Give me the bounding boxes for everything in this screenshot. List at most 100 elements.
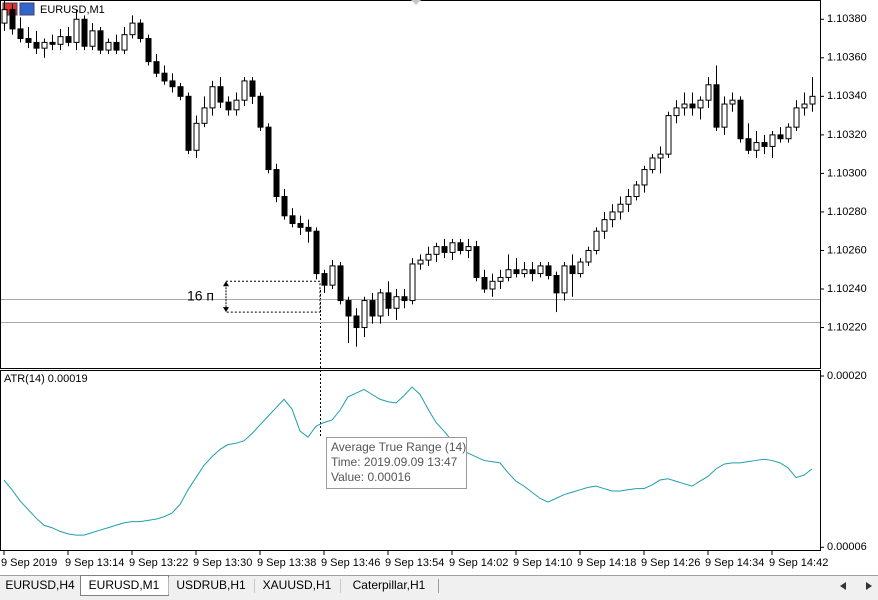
- candle-body: [809, 95, 816, 105]
- y-tick-label: 1.10300: [827, 167, 867, 179]
- indicator-line: [3, 386, 813, 536]
- candle-body: [425, 253, 432, 261]
- candle-body: [761, 142, 768, 147]
- y-tick-label: 1.10240: [827, 283, 867, 295]
- x-tick-label: 9 Sep 13:30: [193, 557, 252, 569]
- symbol-icon: [19, 2, 35, 16]
- candle-body: [297, 222, 304, 228]
- tab-label[interactable]: XAUUSD,H1: [263, 578, 332, 592]
- candle-body: [161, 72, 168, 82]
- x-tick-label: 9 Sep 14:26: [641, 557, 700, 569]
- candle-body: [449, 242, 456, 253]
- x-tick-label: 9 Sep 13:38: [257, 557, 316, 569]
- candle-body: [497, 276, 504, 282]
- candle-body: [401, 296, 408, 302]
- measure-arrowhead: [223, 307, 229, 313]
- candle-body: [273, 169, 280, 198]
- candle-body: [49, 41, 56, 45]
- candle-body: [257, 95, 264, 128]
- candle-body: [353, 315, 360, 329]
- measure-arrowhead: [223, 281, 229, 287]
- candle-body: [529, 269, 536, 275]
- scroll-right[interactable]: [866, 582, 872, 590]
- tooltip: Average True Range (14)Time: 2019.09.09 …: [326, 437, 467, 489]
- candle-body: [105, 41, 112, 51]
- candle-body: [177, 86, 184, 97]
- candle-body: [281, 196, 288, 217]
- candle-body: [785, 126, 792, 140]
- candle-body: [521, 269, 528, 275]
- candle-body: [481, 276, 488, 290]
- y-tick-label: 1.10220: [827, 321, 867, 333]
- x-tick-label: 9 Sep 13:54: [385, 557, 444, 569]
- tooltip-line: Value: 0.00016: [331, 470, 411, 484]
- shift-marker[interactable]: [411, 0, 421, 5]
- candle-body: [393, 296, 400, 309]
- tooltip-line: Time: 2019.09.09 13:47: [331, 455, 458, 469]
- x-tick-label: 9 Sep 14:34: [705, 557, 764, 569]
- candle-body: [321, 273, 328, 286]
- candle-body: [585, 249, 592, 263]
- candle-body: [601, 219, 608, 232]
- tab[interactable]: USDRUB,H1: [168, 577, 255, 595]
- candle-body: [1, 9, 8, 24]
- candle-body: [641, 169, 648, 186]
- candle-body: [233, 99, 240, 111]
- tab[interactable]: Caterpillar,H1: [340, 577, 439, 595]
- y-tick-label: 1.10340: [827, 90, 867, 102]
- candle-body: [561, 265, 568, 294]
- candle-body: [569, 265, 576, 275]
- indicator-panel-frame: [0, 370, 821, 551]
- candle-body: [417, 259, 424, 265]
- indicator-title: ATR(14) 0.00019: [4, 373, 88, 385]
- candle-body: [121, 34, 128, 51]
- candle-body: [745, 138, 752, 151]
- candle-body: [801, 103, 808, 109]
- candle-body: [153, 61, 160, 74]
- tab-label[interactable]: USDRUB,H1: [176, 578, 246, 592]
- tab-background: [168, 577, 255, 595]
- tab-label[interactable]: Caterpillar,H1: [353, 578, 426, 592]
- candle-body: [777, 134, 784, 140]
- candle-body: [217, 86, 224, 103]
- x-tick-label: 9 Sep 13:22: [129, 557, 188, 569]
- tab[interactable]: EURUSD,H4: [0, 577, 81, 595]
- candle-body: [721, 103, 728, 128]
- tooltip-box: [326, 437, 467, 489]
- candle-body: [441, 246, 448, 253]
- candle-body: [609, 211, 616, 221]
- tab-label[interactable]: EURUSD,H4: [5, 578, 75, 592]
- candle-body: [185, 95, 192, 151]
- scroll-left[interactable]: [840, 582, 846, 590]
- candle-body: [113, 41, 120, 51]
- candle-body: [577, 261, 584, 275]
- candle-body: [665, 115, 672, 155]
- tab-background: [254, 577, 341, 595]
- y-tick-label: 1.10320: [827, 129, 867, 141]
- candle-body: [41, 41, 48, 49]
- candle-body: [9, 9, 16, 30]
- measure-box: [226, 280, 321, 313]
- candle-body: [249, 80, 256, 97]
- tab[interactable]: XAUUSD,H1: [254, 577, 341, 595]
- candle-body: [305, 226, 312, 232]
- tab[interactable]: EURUSD,M1: [80, 575, 169, 596]
- candle-body: [465, 246, 472, 251]
- tab-label[interactable]: EURUSD,M1: [89, 578, 160, 592]
- candle-body: [65, 36, 72, 43]
- candle-body: [241, 80, 248, 101]
- candle-body: [201, 107, 208, 124]
- candle-body: [313, 230, 320, 275]
- candle-body: [137, 22, 144, 40]
- candle-body: [33, 41, 40, 49]
- candle-body: [57, 36, 64, 45]
- price-panel-frame: [0, 0, 821, 369]
- candle-body: [513, 269, 520, 275]
- candle-body: [329, 265, 336, 286]
- y-tick-label: 1.10380: [827, 13, 867, 25]
- candle-body: [129, 22, 136, 36]
- y-tick-label: 1.10260: [827, 244, 867, 256]
- measure-label: 16 п: [187, 287, 214, 303]
- candle-body: [25, 38, 32, 43]
- x-tick-label: 9 Sep 14:42: [769, 557, 828, 569]
